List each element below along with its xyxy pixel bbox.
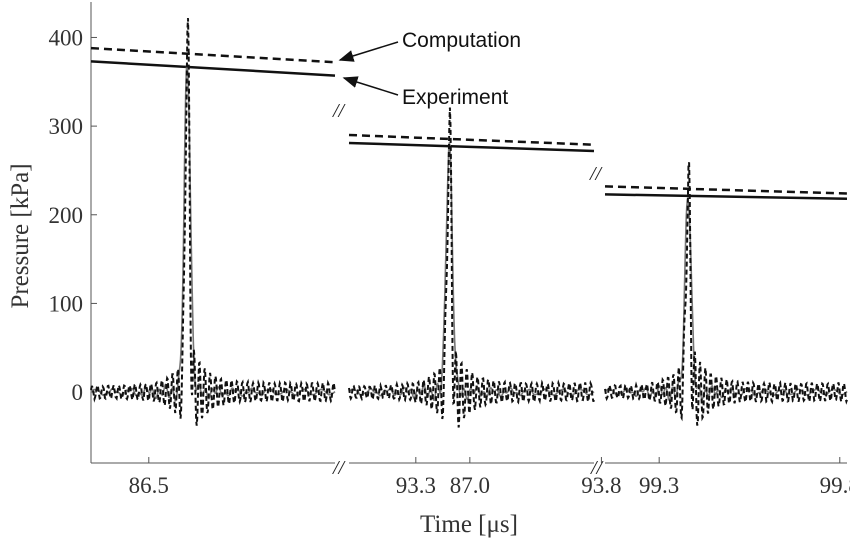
computation-waveform — [348, 107, 595, 428]
annotations: Computation Experiment // // // // — [332, 29, 605, 479]
axis-break-mark: // — [332, 100, 347, 122]
axis-break-mark: // — [332, 457, 347, 479]
x-tick-label: 99.8 — [820, 473, 850, 498]
x-tick-label: 87.0 — [450, 473, 490, 498]
computation-waveform — [604, 162, 848, 426]
experiment-envelope-line — [604, 193, 848, 201]
experiment-envelope-line — [90, 60, 336, 77]
plot-area — [90, 18, 848, 428]
computation-waveform — [90, 18, 336, 426]
x-tick-label: 93.3 — [396, 473, 436, 498]
y-tick-label: 400 — [49, 25, 84, 50]
computation-envelope-line — [90, 46, 336, 64]
x-tick-label: 93.8 — [581, 473, 621, 498]
y-tick-label: 200 — [49, 203, 84, 228]
annotation-computation: Computation — [402, 29, 521, 52]
y-tick-label: 0 — [72, 380, 84, 405]
ticks: 0 100 200 300 400 86.5 87.0 93.3 93.8 99.3 99.8 — [49, 25, 850, 498]
experiment-waveform — [604, 198, 848, 401]
arrow-computation — [338, 41, 399, 62]
computation-envelope-line — [348, 133, 595, 146]
axis-break-mark: // — [589, 163, 604, 185]
experiment-waveform — [348, 142, 595, 402]
y-axis-label: Pressure [kPa] — [7, 163, 34, 308]
x-tick-label: 86.5 — [129, 473, 169, 498]
y-tick-label: 300 — [49, 114, 84, 139]
y-tick-label: 100 — [49, 291, 84, 316]
x-axis-label: Time [μs] — [420, 511, 518, 538]
experiment-envelope-line — [348, 141, 595, 153]
computation-envelope-line — [604, 185, 848, 195]
axis-break-mark: // — [590, 457, 605, 479]
x-tick-label: 99.3 — [639, 473, 679, 498]
arrow-experiment — [342, 76, 399, 96]
experiment-waveform — [90, 62, 336, 402]
annotation-experiment: Experiment — [402, 86, 508, 109]
